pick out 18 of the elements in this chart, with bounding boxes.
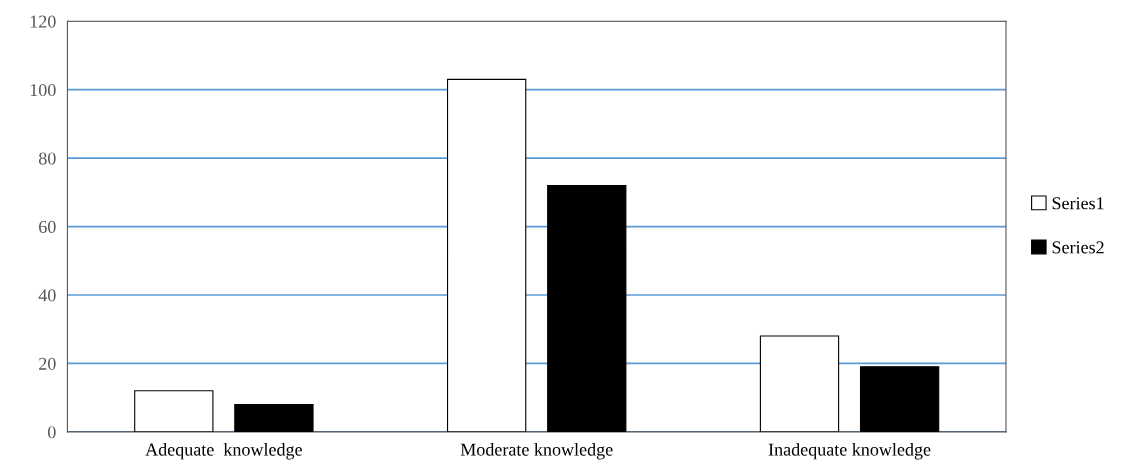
bar	[234, 403, 314, 432]
legend-label: Series1	[1052, 197, 1104, 210]
x-tick-label: Inadequate knowledge	[768, 442, 931, 460]
bar	[859, 366, 940, 432]
y-tick-label: 40	[38, 289, 56, 302]
bar	[446, 78, 527, 432]
x-tick-label: Moderate knowledge	[460, 442, 613, 460]
y-tick-label: 0	[47, 426, 56, 439]
y-tick-label: 100	[30, 83, 56, 97]
bar	[134, 390, 214, 432]
bar	[547, 184, 627, 432]
x-tick-label: Adequate knowledge	[145, 442, 302, 460]
bar	[759, 335, 840, 432]
y-tick-label: 60	[39, 220, 56, 233]
y-tick-label: 20	[39, 357, 56, 370]
y-tick-label: 80	[38, 152, 56, 165]
y-tick-label: 120	[30, 15, 56, 28]
legend-label: Series2	[1052, 241, 1104, 254]
